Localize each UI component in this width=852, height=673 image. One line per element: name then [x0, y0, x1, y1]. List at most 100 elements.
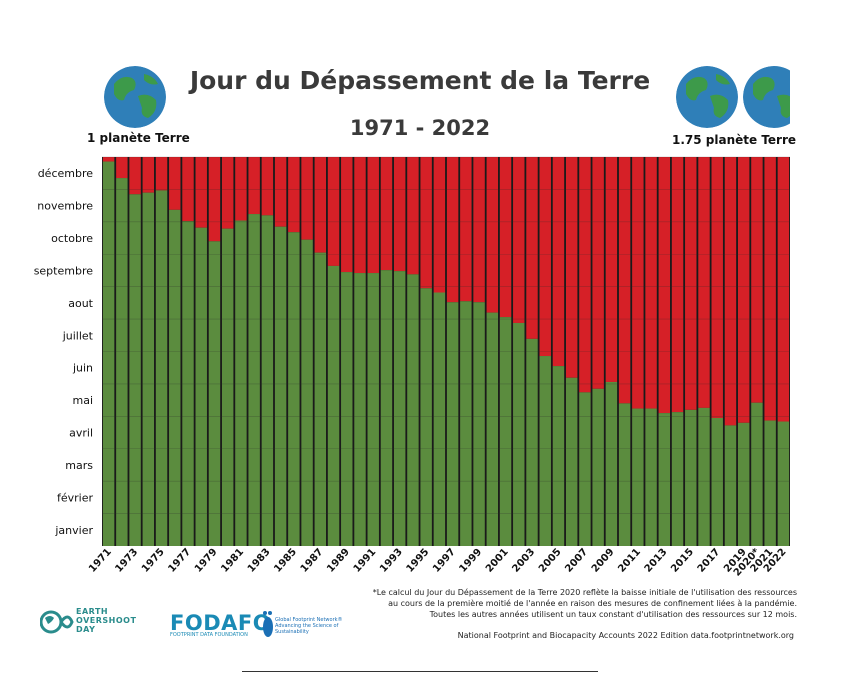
y-tick-label: mai: [72, 394, 93, 407]
bar-overshoot-1998: [460, 157, 472, 302]
bottom-divider: [242, 671, 598, 672]
left-caption: 1 planète Terre: [87, 131, 190, 145]
bar-1989: [341, 272, 353, 546]
earth-globe-icon: [676, 66, 738, 128]
bar-1999: [473, 302, 485, 546]
bar-overshoot-1979: [208, 157, 221, 242]
x-tick-label: 1997: [431, 547, 458, 575]
x-tick-label: 1971: [87, 547, 114, 575]
y-tick-label: septembre: [34, 264, 94, 277]
bar-overshoot-1992: [380, 157, 393, 271]
x-tick-label: 2009: [590, 547, 617, 575]
fodafo-logo-subtext: FOOTPRINT DATA FOUNDATION: [170, 632, 248, 638]
bar-overshoot-1996: [433, 157, 446, 293]
bar-overshoot-2005: [552, 157, 565, 367]
bar-2009: [605, 381, 618, 546]
chart-title: Jour du Dépassement de la Terre: [189, 66, 651, 95]
x-tick-label: 2003: [510, 547, 537, 575]
footnote: *Le calcul du Jour du Dépassement de la …: [327, 587, 797, 620]
bar-1986: [301, 239, 313, 546]
x-tick-label: 1999: [458, 547, 485, 575]
bar-1979: [208, 241, 221, 547]
bar-overshoot-1983: [261, 157, 274, 216]
x-tick-label: 2007: [563, 547, 590, 575]
y-tick-label: juillet: [62, 329, 94, 342]
bar-overshoot-1980: [221, 157, 234, 229]
bar-2003: [526, 338, 538, 546]
bar-overshoot-2019: [737, 157, 750, 423]
bar-2010: [618, 403, 631, 546]
bar-1981: [235, 220, 247, 546]
x-tick-label: 1993: [378, 547, 405, 575]
x-tick-label: 2005: [537, 547, 564, 575]
earth-overshoot-day-logo-text: EARTH OVERSHOOT DAY: [76, 607, 137, 634]
bar-2020*: [751, 402, 763, 546]
chart-subtitle: 1971 - 2022: [349, 116, 491, 140]
bar-2015: [685, 409, 697, 546]
bar-2000: [486, 312, 499, 546]
partial-earth-globe-icon: [743, 66, 790, 128]
bar-1993: [393, 271, 406, 546]
y-tick-label: juin: [72, 362, 93, 375]
bar-overshoot-1972: [116, 157, 128, 179]
bar-2013: [658, 413, 671, 546]
bar-1984: [274, 226, 287, 546]
bar-1985: [288, 232, 300, 546]
bar-1972: [116, 178, 128, 546]
bar-overshoot-1985: [288, 157, 300, 233]
earth-globe-icon: [104, 66, 166, 128]
bar-2002: [513, 322, 525, 546]
bar-overshoot-2007: [579, 157, 591, 393]
x-tick-label: 2017: [696, 547, 723, 575]
bar-overshoot-1976: [169, 157, 181, 210]
bar-2006: [565, 377, 578, 546]
y-tick-label: décembre: [38, 167, 94, 180]
bar-overshoot-2021: [764, 157, 776, 421]
bar-overshoot-2012: [645, 157, 657, 409]
x-tick-label: 1985: [272, 547, 299, 575]
bar-overshoot-2013: [658, 157, 671, 414]
x-tick-label: 1983: [246, 547, 273, 575]
bar-1973: [129, 194, 141, 546]
x-tick-label: 1975: [140, 547, 167, 575]
bar-overshoot-1993: [393, 157, 406, 272]
bar-overshoot-2022: [777, 157, 790, 422]
x-tick-label: 1991: [352, 547, 379, 575]
bar-overshoot-2011: [632, 157, 644, 409]
bar-2007: [579, 392, 591, 546]
bar-1976: [169, 209, 181, 546]
earth-overshoot-day-logo-icon: [39, 608, 74, 640]
bar-1992: [380, 270, 393, 546]
bar-overshoot-1977: [182, 157, 194, 222]
bar-2011: [632, 408, 644, 546]
bar-2017: [711, 417, 723, 546]
x-tick-label: 1989: [325, 547, 352, 575]
bar-overshoot-1991: [367, 157, 379, 274]
bar-overshoot-2009: [605, 157, 618, 382]
bar-1978: [195, 227, 207, 546]
x-tick-label: 1977: [166, 547, 193, 575]
bar-1991: [367, 273, 379, 546]
bar-overshoot-1975: [155, 157, 168, 191]
bar-overshoot-1984: [274, 157, 287, 227]
bar-overshoot-1999: [473, 157, 485, 303]
bar-2004: [539, 356, 551, 546]
bar-1990: [354, 273, 366, 546]
fodafo-logo-text: FODAFO: [170, 611, 272, 635]
x-tick-label: 1995: [405, 547, 432, 575]
bar-overshoot-2008: [592, 157, 604, 389]
bar-overshoot-1997: [446, 157, 459, 303]
bar-1971: [102, 161, 115, 546]
bar-overshoot-2000: [486, 157, 499, 313]
bar-overshoot-1995: [420, 157, 432, 289]
y-tick-label: janvier: [54, 524, 93, 537]
bar-1997: [446, 302, 459, 546]
footnote-line: au cours de la première moitié de l'anné…: [388, 599, 797, 608]
bar-overshoot-1973: [129, 157, 141, 195]
data-source: National Footprint and Biocapacity Accou…: [457, 631, 794, 640]
bar-1983: [261, 215, 274, 546]
bar-1998: [460, 301, 472, 546]
bar-overshoot-2018: [724, 157, 737, 426]
y-tick-label: février: [57, 491, 93, 504]
bar-2001: [499, 317, 512, 546]
